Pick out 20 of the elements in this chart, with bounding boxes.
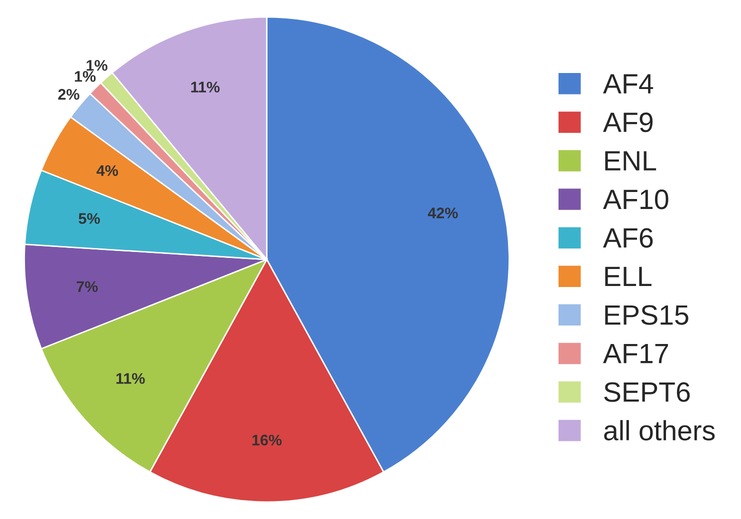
data-label: 16% bbox=[252, 434, 282, 446]
legend-label: ENL bbox=[605, 151, 656, 170]
legend-label: AF6 bbox=[603, 228, 653, 248]
data-label: 2% bbox=[58, 88, 80, 100]
data-label: 4% bbox=[96, 165, 118, 176]
legend-label: SEPT6 bbox=[604, 382, 690, 402]
data-label: 11% bbox=[116, 373, 145, 384]
legend-label: ELL bbox=[605, 266, 652, 286]
data-label: 1% bbox=[86, 60, 108, 71]
data-label: 7% bbox=[76, 281, 98, 292]
data-label: 42% bbox=[428, 208, 458, 218]
data-label: 11% bbox=[191, 82, 220, 92]
legend-label: AF17 bbox=[603, 344, 668, 364]
legend-label: all others bbox=[604, 420, 715, 440]
legend-label: AF9 bbox=[603, 112, 653, 132]
legend-label: AF4 bbox=[603, 74, 654, 94]
legend-label: AF10 bbox=[603, 190, 668, 210]
data-label: 5% bbox=[78, 213, 100, 224]
legend-label: EPS15 bbox=[605, 305, 688, 325]
data-label: 1% bbox=[74, 71, 96, 82]
